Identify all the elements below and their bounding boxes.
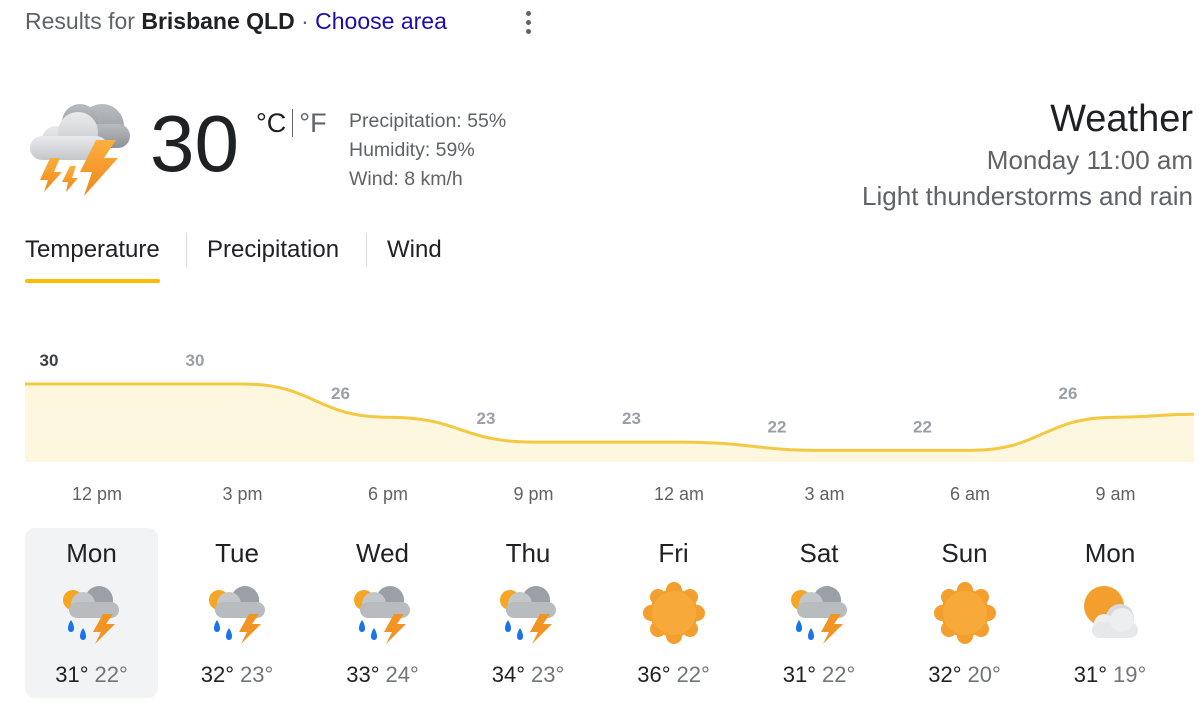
forecast-day-mon[interactable]: Mon 31° 22°: [25, 528, 158, 698]
forecast-temps: 34° 23°: [462, 662, 595, 688]
forecast-day-sun[interactable]: Sun 32° 20°: [898, 528, 1031, 698]
forecast-low: 24°: [385, 662, 419, 687]
sunny-icon: [641, 580, 707, 646]
chart-data-label: 26: [331, 384, 350, 403]
forecast-low: 23°: [531, 662, 565, 687]
tab-divider: [186, 233, 187, 267]
forecast-day-name: Wed: [356, 538, 409, 568]
forecast-day-name: Mon: [1084, 538, 1136, 568]
forecast-high: 31°: [782, 662, 816, 687]
forecast-temps: 31° 22°: [25, 662, 158, 688]
choose-area-link[interactable]: Choose area: [315, 8, 447, 34]
forecast-high: 36°: [637, 662, 671, 687]
temperature-chart: 30 30 26 23 23 22 22 26: [25, 351, 1195, 462]
more-options-icon[interactable]: [516, 6, 540, 38]
forecast-day-thu[interactable]: Thu 34° 23°: [462, 528, 595, 698]
fahrenheit-unit[interactable]: °F: [299, 108, 327, 138]
thunderstorm-rain-icon: [59, 580, 125, 646]
time-tick-label: 6 am: [949, 484, 991, 504]
time-tick-label: 6 pm: [367, 484, 409, 504]
forecast-low: 20°: [967, 662, 1001, 687]
forecast-high: 33°: [346, 662, 380, 687]
forecast-day-name: Mon: [66, 538, 117, 568]
tab-divider: [366, 233, 367, 267]
forecast-day-tue[interactable]: Tue 32° 23°: [171, 528, 304, 698]
weather-heading: Weather: [1050, 98, 1193, 140]
forecast-low: 22°: [676, 662, 710, 687]
forecast-day-name: Fri: [658, 538, 689, 568]
humidity-text: Humidity: 59%: [349, 139, 475, 161]
chart-data-label: 30: [186, 351, 205, 370]
time-tick-label: 12 am: [653, 484, 705, 504]
forecast-low: 22°: [822, 662, 856, 687]
chart-data-label: 26: [1059, 384, 1078, 403]
daily-forecast: Mon 31° 22° Tue 32° 23° Wed 33° 24° Thu 34° 23° Fri 3…: [25, 528, 1199, 698]
chart-data-label: 22: [768, 417, 787, 436]
chart-data-label: 23: [477, 409, 496, 428]
forecast-day-sat[interactable]: Sat 31° 22°: [753, 528, 886, 698]
forecast-temps: 32° 23°: [171, 662, 304, 688]
forecast-day-name: Sun: [941, 538, 988, 568]
forecast-day-name: Tue: [215, 538, 259, 568]
forecast-high: 32°: [200, 662, 234, 687]
time-tick-label: 3 am: [804, 484, 845, 504]
thunderstorm-rain-icon: [496, 580, 562, 646]
wind-text: Wind: 8 km/h: [349, 168, 463, 190]
precipitation-text: Precipitation: 55%: [349, 110, 507, 132]
sunny-icon: [932, 580, 998, 646]
forecast-temps: 32° 20°: [898, 662, 1031, 688]
forecast-day-name: Thu: [505, 538, 551, 568]
datetime-text: Monday 11:00 am: [986, 145, 1193, 175]
forecast-high: 34°: [491, 662, 525, 687]
weather-details: Precipitation: 55% Humidity: 59% Wind: 8…: [349, 107, 506, 194]
forecast-temps: 31° 19°: [1044, 662, 1177, 688]
chart-data-label: 30: [40, 351, 59, 370]
thunderstorm-rain-icon: [787, 580, 853, 646]
thunderstorm-icon: [22, 92, 134, 204]
forecast-temps: 33° 24°: [316, 662, 449, 688]
tab-precipitation[interactable]: Precipitation: [207, 236, 340, 263]
results-header: Results for Brisbane QLD · Choose area: [25, 8, 447, 35]
results-prefix: Results for: [25, 8, 135, 34]
condition-text: Light thunderstorms and rain: [862, 181, 1193, 211]
forecast-low: 19°: [1113, 662, 1147, 687]
chart-area-fill: [25, 384, 1194, 462]
thunderstorm-rain-icon: [205, 580, 271, 646]
time-tick-label: 9 am: [1095, 484, 1136, 504]
chart-data-label: 22: [913, 417, 932, 436]
tab-wind[interactable]: Wind: [387, 236, 442, 263]
forecast-high: 31°: [1073, 662, 1107, 687]
forecast-day-name: Sat: [799, 538, 839, 568]
forecast-day-wed[interactable]: Wed 33° 24°: [316, 528, 449, 698]
location-name: Brisbane QLD: [141, 8, 295, 34]
chart-line: [25, 382, 1195, 452]
partly-cloudy-icon: [1078, 580, 1144, 646]
forecast-temps: 36° 22°: [607, 662, 740, 688]
weather-title-block: Weather Monday 11:00 am Light thundersto…: [862, 96, 1193, 214]
forecast-day-fri[interactable]: Fri 36° 22°: [607, 528, 740, 698]
unit-toggle: °C °F: [256, 108, 327, 139]
celsius-unit[interactable]: °C: [256, 108, 287, 138]
time-tick-label: 3 pm: [222, 484, 263, 504]
forecast-high: 32°: [928, 662, 962, 687]
forecast-low: 22°: [94, 662, 128, 687]
thunderstorm-rain-icon: [350, 580, 416, 646]
chart-data-label: 23: [622, 409, 641, 428]
tab-temperature[interactable]: Temperature: [25, 230, 160, 283]
time-tick-label: 12 pm: [71, 484, 123, 504]
time-axis: 12 pm 3 pm 6 pm 9 pm 12 am 3 am 6 am 9 am: [0, 484, 1199, 510]
current-temperature: 30: [150, 99, 239, 188]
forecast-temps: 31° 22°: [753, 662, 886, 688]
separator: ·: [301, 8, 309, 34]
time-tick-label: 9 pm: [513, 484, 554, 504]
forecast-day-mon[interactable]: Mon 31° 19°: [1044, 528, 1177, 698]
forecast-high: 31°: [55, 662, 89, 687]
forecast-low: 23°: [240, 662, 274, 687]
